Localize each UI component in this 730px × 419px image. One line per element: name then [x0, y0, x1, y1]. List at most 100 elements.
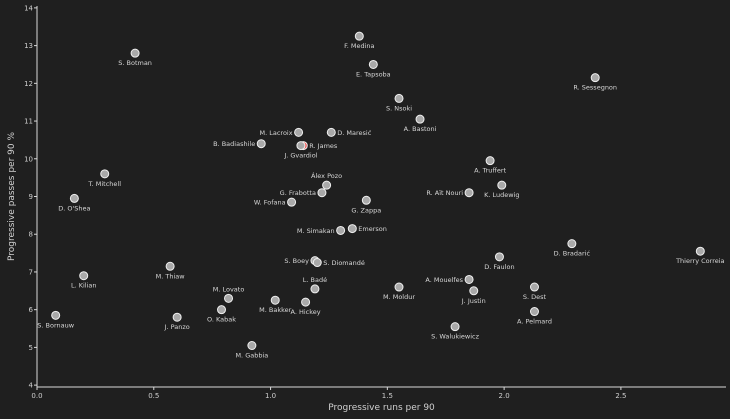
point-label: M. Bakker — [259, 306, 291, 314]
point-label: K. Ludewig — [484, 191, 519, 199]
data-point — [361, 195, 371, 205]
data-point — [79, 271, 89, 281]
point-label: E. Tapsoba — [356, 70, 391, 78]
data-point — [415, 114, 425, 124]
point-label: W. Fofana — [254, 199, 286, 207]
data-point — [294, 127, 304, 137]
point-label: L. Badé — [303, 276, 327, 284]
point-labels: F. Medina S. Botman E. Tapsoba R. Sessegnon… — [37, 42, 724, 359]
y-tick-label: 12 — [24, 80, 33, 88]
data-point — [301, 297, 311, 307]
point-label: R. Sessegnon — [573, 84, 617, 92]
data-point — [51, 310, 61, 320]
y-tick-label: 13 — [24, 42, 33, 50]
y-tick-label: 11 — [24, 118, 33, 126]
y-tick-label: 7 — [29, 268, 33, 276]
x-tick-label: 2.5 — [615, 392, 626, 400]
point-label: D. O'Shea — [58, 204, 90, 212]
point-label: S. Dest — [523, 293, 547, 301]
data-point — [69, 193, 79, 203]
y-tick-label: 9 — [29, 193, 33, 201]
data-point — [469, 286, 479, 296]
point-label: S. Nsoki — [386, 104, 412, 112]
point-label: S. Walukiewicz — [431, 333, 479, 341]
data-point — [347, 224, 357, 234]
y-tick-label: 6 — [29, 306, 34, 314]
data-point — [256, 139, 266, 149]
data-point — [130, 48, 140, 58]
y-tick-label: 4 — [29, 382, 34, 390]
data-point — [287, 197, 297, 207]
x-tick-label: 2.0 — [499, 392, 510, 400]
data-point — [326, 127, 336, 137]
point-label: J. Panzo — [164, 323, 190, 331]
point-label: M. Lacroix — [260, 129, 293, 137]
point-label: M. Thiaw — [156, 272, 186, 280]
data-point — [165, 261, 175, 271]
data-point — [450, 322, 460, 332]
data-point — [312, 258, 322, 268]
point-label: R. James — [309, 142, 338, 150]
data-point — [217, 305, 227, 315]
point-label: A. Truffert — [474, 167, 506, 175]
point-label: Emerson — [358, 225, 387, 233]
data-point — [464, 188, 474, 198]
point-label: A. Bastoni — [404, 125, 437, 133]
data-point — [100, 169, 110, 179]
data-point — [354, 31, 364, 41]
point-label: A. Pelmard — [517, 318, 552, 326]
point-label: M. Lovato — [213, 285, 245, 293]
point-label: S. Boey — [284, 257, 309, 265]
y-tick-label: 14 — [24, 4, 33, 12]
point-label: B. Badiashile — [213, 140, 255, 148]
data-point — [394, 282, 404, 292]
point-label: M. Gabbia — [235, 352, 268, 360]
data-point — [317, 188, 327, 198]
data-point — [296, 141, 306, 151]
data-points — [51, 31, 705, 351]
point-label: A. Hickey — [291, 308, 321, 316]
data-point — [497, 180, 507, 190]
data-point — [368, 59, 378, 69]
point-label: S. Botman — [118, 59, 152, 67]
point-label: G. Zappa — [351, 206, 381, 214]
data-point — [464, 274, 474, 284]
y-axis-label: Progressive passes per 90 % — [7, 132, 17, 261]
data-point — [310, 284, 320, 294]
data-point — [247, 341, 257, 351]
data-point — [172, 312, 182, 322]
point-label: R. Aït Nouri — [426, 189, 463, 197]
axes: 0.0 0.5 1.0 1.5 2.0 2.5 4 5 6 7 8 9 10 11 12 13 14 — [24, 4, 726, 400]
point-label: S. Bornauw — [37, 321, 74, 329]
data-point — [567, 239, 577, 249]
point-label: Thierry Correia — [675, 257, 724, 265]
point-label: F. Medina — [344, 42, 374, 50]
point-label: A. Mouelfes — [425, 276, 463, 284]
data-point — [529, 307, 539, 317]
point-label: O. Kabak — [207, 316, 236, 324]
data-point — [322, 180, 332, 190]
x-axis-label: Progressive runs per 90 — [328, 403, 435, 413]
point-label: M. Simakan — [297, 227, 335, 235]
point-label: D. Faulon — [484, 263, 514, 271]
point-label: S. Diomandé — [323, 259, 365, 267]
point-label: L. Kilian — [71, 282, 97, 290]
y-tick-label: 8 — [29, 231, 33, 239]
point-label: J. Gvardiol — [283, 152, 317, 160]
x-tick-label: 0.5 — [148, 392, 159, 400]
point-label: G. Frabotta — [280, 189, 316, 197]
data-point — [590, 73, 600, 83]
data-point — [529, 282, 539, 292]
point-label: D. Maresić — [337, 129, 371, 137]
data-point — [695, 246, 705, 256]
x-tick-label: 1.0 — [265, 392, 276, 400]
point-label: D. Bradarić — [554, 250, 591, 258]
data-point — [270, 295, 280, 305]
data-point — [485, 156, 495, 166]
data-point — [494, 252, 504, 262]
point-label: M. Moldur — [383, 293, 415, 301]
point-label: Álex Pozo — [311, 171, 342, 180]
x-tick-label: 0.0 — [31, 392, 42, 400]
point-label: T. Mitchell — [87, 180, 121, 188]
